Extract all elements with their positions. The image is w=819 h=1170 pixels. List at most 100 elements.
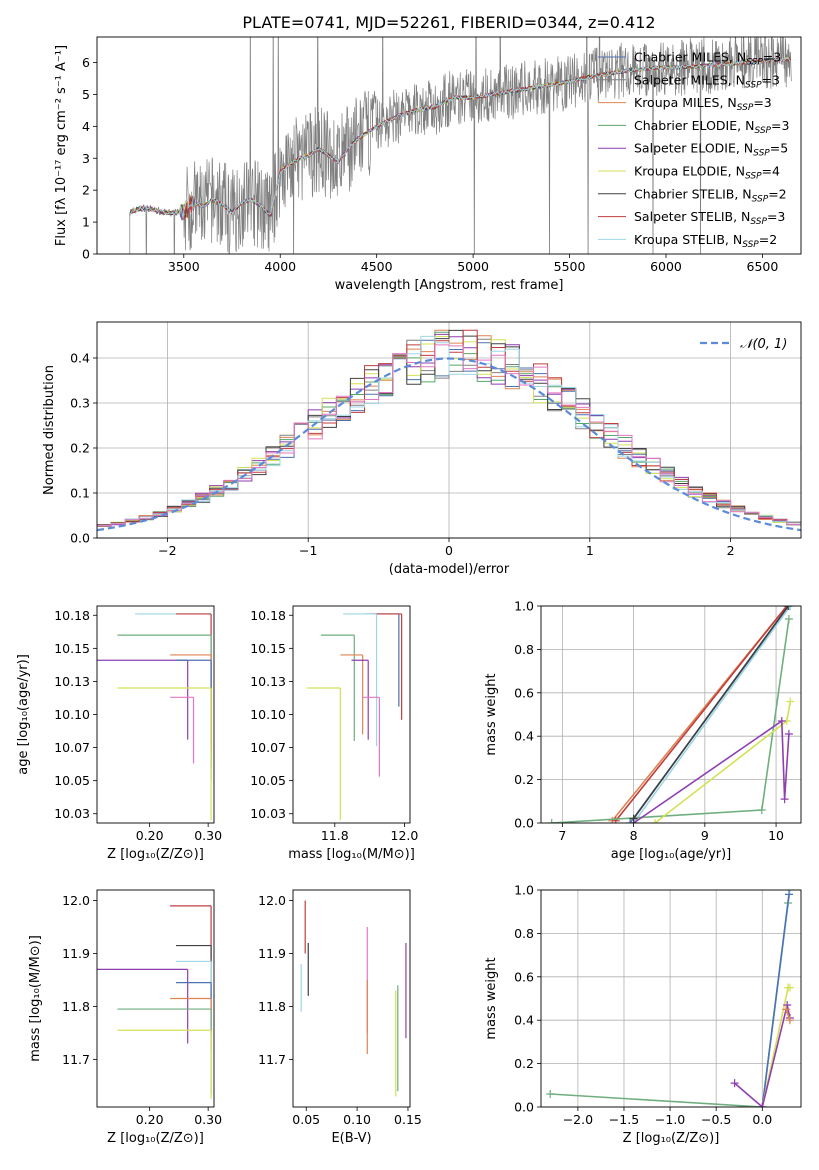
histogram-legend-label: 𝒩(0, 1) xyxy=(740,337,787,352)
age-vs-mass-ytick-label: 10.07 xyxy=(250,740,286,755)
weight-point-marker xyxy=(785,890,794,899)
weight-point-marker xyxy=(777,717,786,726)
age-vs-mass-xlabel: mass [log₁₀(M/M⊙)] xyxy=(288,847,415,862)
weight-point-marker xyxy=(629,814,638,823)
age-vs-mass-ytick-label: 10.05 xyxy=(250,773,286,788)
weight-point-marker xyxy=(785,890,794,894)
weight-vs-Z-ylabel: mass weight xyxy=(484,957,499,1039)
residuals-axes: −2 −1 0 1 2 0.0 0.1 0.2 0.3 0.4 (data-model)/error… xyxy=(42,322,801,577)
legend-label-suffix: =3 xyxy=(762,72,780,87)
legend-label-suffix: =2 xyxy=(759,232,777,247)
legend-label: Kroupa MILES, NSSP=3 xyxy=(634,95,772,113)
weight-point-marker xyxy=(783,1001,792,1010)
weight-series-line xyxy=(632,606,789,820)
legend-label: Salpeter ELODIE, NSSP=5 xyxy=(634,141,788,159)
legend-label-text: Salpeter MILES, N xyxy=(634,72,745,87)
age-vs-mass-frame xyxy=(292,605,411,824)
weight-point-marker xyxy=(786,697,795,706)
residuals-ylabel: Normed distribution xyxy=(42,365,57,495)
legend-label: Chabrier STELIB, NSSP=2 xyxy=(634,186,787,204)
legend-label: Chabrier ELODIE, NSSP=3 xyxy=(634,118,789,136)
age-vs-mass-ytick-label: 10.13 xyxy=(250,674,286,689)
weight-vs-Z-ytick-label: 0.2 xyxy=(514,1056,534,1071)
legend-label-subscript: SSP xyxy=(754,126,771,136)
weight-vs-Z-ytick-label: 0.0 xyxy=(514,1100,534,1115)
mass-vs-EBV-xlabel: E(B-V) xyxy=(331,1131,371,1146)
weight-vs-Z-xlabel: Z [log₁₀(Z/Z⊙)] xyxy=(623,1131,720,1146)
spectrum-ytick-label: 3 xyxy=(82,151,90,166)
weight-point-marker xyxy=(626,819,635,823)
weight-vs-Z-xtick-label: −2.0 xyxy=(563,1112,593,1127)
age-vs-mass-ytick-label: 10.18 xyxy=(250,608,286,623)
weight-series-line xyxy=(761,894,790,1107)
age-vs-Z-errorbars xyxy=(97,613,212,821)
normal-distribution-curve xyxy=(97,357,801,532)
residuals-frame xyxy=(96,321,802,539)
mass-vs-EBV-xtick-label: 0.15 xyxy=(394,1112,422,1127)
weight-vs-Z-xtick-label: −1.0 xyxy=(655,1112,685,1127)
weight-vs-age-xtick-label: 10 xyxy=(768,828,784,843)
weight-vs-Z-xtick-label: −1.5 xyxy=(609,1112,639,1127)
mass-vs-EBV-axes: 0.05 0.10 0.15 11.7 11.8 11.9 12.0 E(B-V) xyxy=(258,893,422,1146)
weight-point-marker xyxy=(730,1079,739,1088)
age-vs-mass-axes: 11.8 12.0 10.03 10.05 10.07 10.10 10.13 10.15 10… xyxy=(250,608,418,862)
age-vs-Z-ytick-label: 10.15 xyxy=(54,641,90,656)
residuals-xtick-label: 2 xyxy=(727,543,735,558)
legend-label-subscript: SSP xyxy=(746,58,763,68)
legend-label-suffix: =5 xyxy=(770,141,788,156)
weight-vs-age-xlabel: age [log₁₀(age/yr)] xyxy=(611,847,732,862)
weight-point-marker xyxy=(611,816,620,823)
weight-point-marker xyxy=(757,805,766,814)
residuals-xtick-label: 1 xyxy=(586,543,594,558)
weight-vs-Z-xtick-label: 0.0 xyxy=(752,1112,772,1127)
histogram-series-step xyxy=(97,344,801,529)
legend-label-suffix: =3 xyxy=(763,50,781,65)
legend-label: Kroupa ELODIE, NSSP=4 xyxy=(634,164,780,182)
weight-vs-Z-ytick-label: 0.4 xyxy=(514,1013,534,1028)
spectrum-axes: 3500 4000 4500 5000 5500 6000 6500 0 1 2 3 4 5 6 wavel… xyxy=(54,45,778,293)
weight-vs-age-xtick-label: 8 xyxy=(630,828,638,843)
age-vs-Z-ytick-label: 10.18 xyxy=(54,608,90,623)
mass-vs-EBV-ytick-label: 11.8 xyxy=(258,999,286,1014)
plot-area: 3500 4000 4500 5000 5500 6000 6500 0 1 2 3 4 5 6 wavel… xyxy=(16,36,802,1146)
histogram-steps xyxy=(97,329,801,532)
residuals-xtick-label: −2 xyxy=(158,543,176,558)
spectrum-xtick-label: 3500 xyxy=(168,259,200,274)
mass-vs-Z-ytick-label: 11.8 xyxy=(62,999,90,1014)
weight-point-marker xyxy=(784,730,793,739)
mass-vs-EBV-xtick-label: 0.10 xyxy=(343,1112,371,1127)
legend-label-subscript: SSP xyxy=(750,217,767,227)
age-vs-mass-ytick-label: 10.03 xyxy=(250,806,286,821)
spectrum-ytick-label: 6 xyxy=(82,55,90,70)
legend-label: Salpeter MILES, NSSP=3 xyxy=(634,72,780,90)
weight-vs-age-ytick-label: 0.0 xyxy=(514,816,534,831)
legend-label-text: Kroupa MILES, N xyxy=(634,95,737,110)
residuals-ytick-label: 0.0 xyxy=(70,531,90,546)
legend-label-suffix: =3 xyxy=(767,209,785,224)
age-vs-Z-ytick-label: 10.13 xyxy=(54,674,90,689)
legend-label-subscript: SSP xyxy=(742,240,759,250)
legend-label-suffix: =3 xyxy=(753,95,771,110)
weight-vs-age-frame xyxy=(540,605,802,824)
weight-series-line xyxy=(633,719,790,823)
age-vs-mass-errorbars xyxy=(306,613,403,821)
legend-label-subscript: SSP xyxy=(745,80,762,90)
mass-vs-EBV-errorbars xyxy=(300,900,407,1097)
residuals-xtick-label: 0 xyxy=(445,543,453,558)
spectrum-ylabel: Flux [fλ 10⁻¹⁷ erg cm⁻² s⁻¹ A⁻¹] xyxy=(54,45,69,246)
spectrum-ytick-label: 4 xyxy=(82,119,90,134)
legend-label-subscript: SSP xyxy=(737,103,754,113)
age-vs-Z-ylabel: age [log₁₀(age/yr)] xyxy=(16,654,31,775)
weight-point-marker xyxy=(785,983,794,992)
legend-label-text: Kroupa STELIB, N xyxy=(634,232,742,247)
mass-vs-Z-ytick-label: 11.9 xyxy=(62,946,90,961)
model-spectrum-line xyxy=(129,56,791,219)
age-vs-Z-ytick-label: 10.07 xyxy=(54,740,90,755)
spectrum-ytick-label: 2 xyxy=(82,183,90,198)
weight-vs-age-ytick-label: 0.4 xyxy=(514,729,534,744)
spectrum-ytick-label: 0 xyxy=(82,247,90,262)
age-vs-Z-ytick-label: 10.03 xyxy=(54,806,90,821)
spectrum-xtick-label: 4500 xyxy=(361,259,393,274)
age-vs-mass-xtick-label: 11.8 xyxy=(321,828,349,843)
